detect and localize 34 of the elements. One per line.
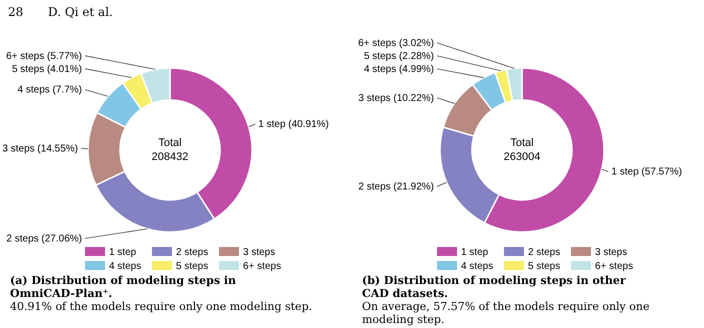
legend-label: 4 steps — [461, 261, 494, 272]
legend-label: 1 step — [461, 247, 489, 258]
text: D. Qi et al. — [48, 5, 113, 19]
text: Total — [158, 137, 182, 149]
data-label: 3 steps (10.22%) — [358, 92, 434, 104]
data-label: 1 step (57.57%) — [611, 166, 682, 178]
data-label: 6+ steps (5.77%) — [6, 50, 82, 62]
text: 28 — [8, 5, 24, 19]
text: On average, 57.57% of the models require only one modeling step. — [362, 300, 650, 326]
data-label: 3 steps (14.55%) — [2, 144, 78, 155]
text: 208432 — [152, 151, 188, 163]
data-label: 6+ steps (3.02%) — [358, 38, 434, 49]
legend-label: 5 steps — [528, 261, 560, 272]
legend-label: 1 step — [109, 247, 137, 258]
text: 263004 — [504, 151, 540, 163]
data-label: 2 steps (27.06%) — [6, 233, 82, 244]
data-label: 4 steps (7.7%) — [18, 84, 82, 96]
legend-label: 4 steps — [109, 261, 142, 272]
legend-label: 2 steps — [176, 247, 208, 258]
legend-label: 3 steps — [243, 247, 276, 258]
legend-label: 3 steps — [595, 247, 628, 258]
legend-label: 2 steps — [528, 247, 560, 258]
text: (a) Distribution of modeling steps in OmniCAD-Plan⁺. — [10, 274, 236, 300]
text: 40.91% of the models require only one modeling step. — [10, 300, 312, 313]
legend-label: 5 steps — [176, 261, 208, 272]
data-label: 4 steps (4.99%) — [364, 64, 434, 75]
data-label: 5 steps (2.28%) — [364, 50, 434, 62]
legend-label: 6+ steps — [595, 261, 634, 272]
data-label: 5 steps (4.01%) — [12, 64, 82, 75]
text: (b) Distribution of modeling steps in other CAD datasets. — [362, 274, 626, 300]
text: Total — [510, 137, 534, 149]
data-label: 1 step (40.91%) — [258, 119, 329, 130]
legend-label: 6+ steps — [243, 261, 282, 272]
data-label: 2 steps (21.92%) — [358, 181, 434, 192]
